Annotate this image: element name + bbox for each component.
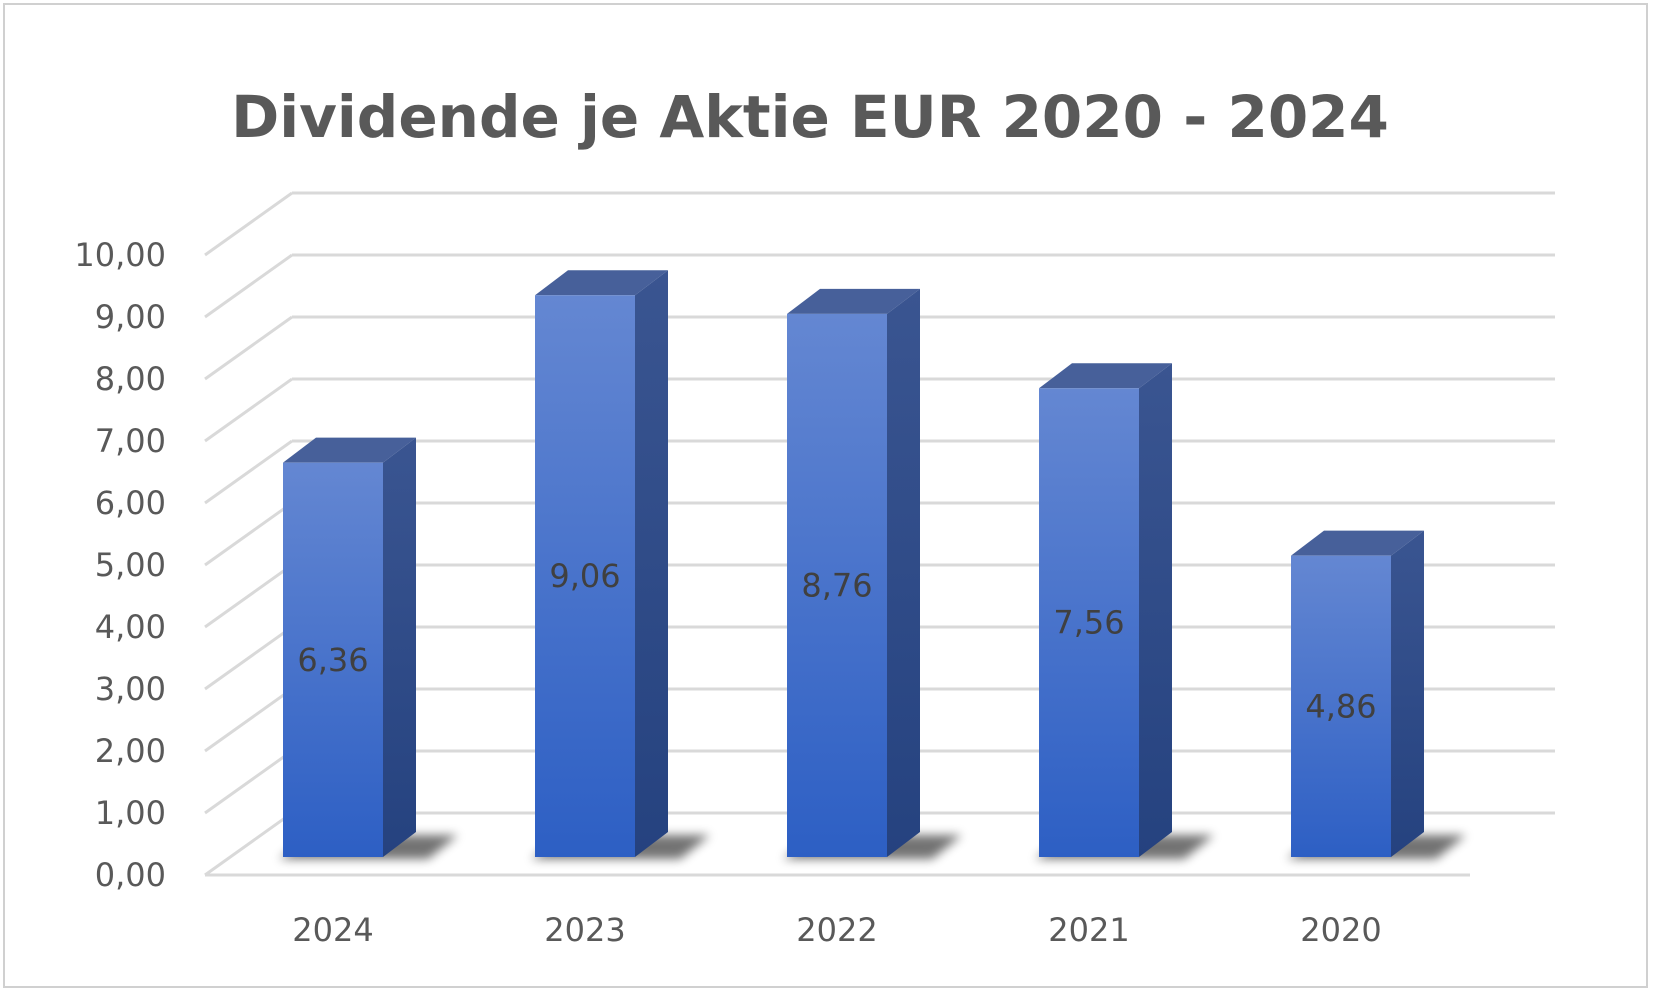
y-tick-label: 7,00 xyxy=(95,422,166,460)
y-tick-label: 10,00 xyxy=(74,236,166,274)
bars: 6,36 9,06 8,76 7,56 4,86 xyxy=(279,270,1466,859)
data-label: 7,56 xyxy=(1053,604,1124,642)
data-label: 6,36 xyxy=(297,641,368,679)
x-tick-label: 2021 xyxy=(1048,911,1129,949)
bar: 8,76 xyxy=(783,288,962,859)
x-tick-label: 2023 xyxy=(544,911,625,949)
y-tick-label: 4,00 xyxy=(95,608,166,646)
y-tick-label: 9,00 xyxy=(95,298,166,336)
chart-title: Dividende je Aktie EUR 2020 - 2024 xyxy=(231,83,1389,151)
data-label: 8,76 xyxy=(801,566,872,604)
x-tick-label: 2020 xyxy=(1300,911,1381,949)
y-tick-label: 1,00 xyxy=(95,794,166,832)
x-tick-label: 2022 xyxy=(796,911,877,949)
bar: 4,86 xyxy=(1287,530,1466,859)
y-tick-label: 2,00 xyxy=(95,732,166,770)
gridline xyxy=(204,377,1555,443)
x-axis-labels: 2024 2023 2022 2021 2020 xyxy=(292,911,1381,949)
gridline xyxy=(204,315,1555,381)
y-tick-label: 6,00 xyxy=(95,484,166,522)
data-label: 9,06 xyxy=(549,557,620,595)
bar: 6,36 xyxy=(279,437,458,859)
bar: 7,56 xyxy=(1035,363,1214,859)
data-label: 4,86 xyxy=(1305,687,1376,725)
x-tick-label: 2024 xyxy=(292,911,373,949)
y-tick-label: 8,00 xyxy=(95,360,166,398)
gridline xyxy=(204,439,1555,505)
y-tick-label: 5,00 xyxy=(95,546,166,584)
gridline xyxy=(204,501,1555,567)
y-axis-ticks: 0,00 1,00 2,00 3,00 4,00 5,00 6,00 7,00 8,00 9,00… xyxy=(74,236,166,894)
y-tick-label: 0,00 xyxy=(95,856,166,894)
bar: 9,06 xyxy=(531,270,710,859)
gridline xyxy=(204,191,1555,257)
y-tick-label: 3,00 xyxy=(95,670,166,708)
gridline xyxy=(204,253,1555,319)
